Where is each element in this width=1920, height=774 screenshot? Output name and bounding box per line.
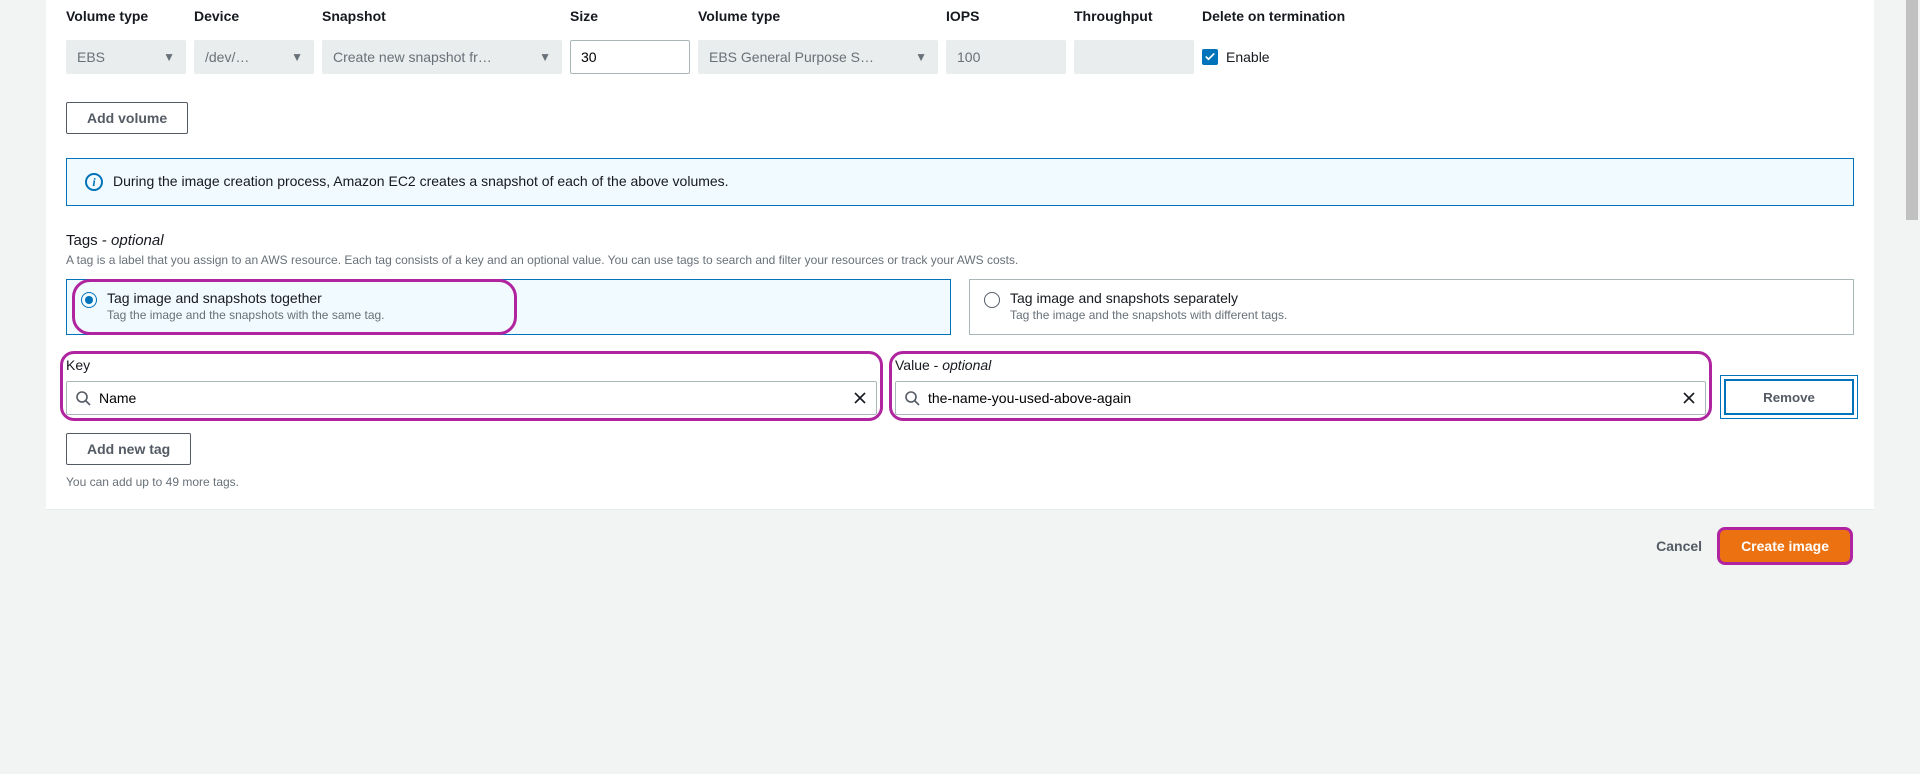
info-icon: i <box>85 173 103 191</box>
remove-button-wrap: Remove <box>1724 379 1854 415</box>
radio-tag-together[interactable]: Tag image and snapshots together Tag the… <box>66 279 951 335</box>
tag-key-group: Key <box>66 357 877 415</box>
throughput-value <box>1074 40 1194 74</box>
chevron-down-icon: ▼ <box>539 50 551 64</box>
col-size: Size <box>570 8 690 24</box>
scrollbar-thumb[interactable] <box>1906 0 1918 220</box>
col-snapshot: Snapshot <box>322 8 562 24</box>
radio-separately-label: Tag image and snapshots separately <box>1010 290 1287 306</box>
tag-key-input[interactable] <box>66 381 877 415</box>
clear-icon[interactable] <box>852 390 868 406</box>
tags-help: A tag is a label that you assign to an A… <box>66 253 1854 267</box>
col-throughput: Throughput <box>1074 8 1194 24</box>
checkbox-checked-icon <box>1202 49 1218 65</box>
tag-value-input[interactable] <box>895 381 1706 415</box>
tags-heading: Tags - optional <box>66 232 1854 249</box>
tag-value-field[interactable] <box>928 390 1673 406</box>
chevron-down-icon: ▼ <box>915 50 927 64</box>
col-device: Device <box>194 8 314 24</box>
radio-tag-separately[interactable]: Tag image and snapshots separately Tag t… <box>969 279 1854 335</box>
clear-icon[interactable] <box>1681 390 1697 406</box>
radio-separately-sub: Tag the image and the snapshots with dif… <box>1010 308 1287 322</box>
search-icon <box>75 390 91 406</box>
iops-value: 100 <box>946 40 1066 74</box>
radio-unselected-icon <box>984 292 1000 308</box>
add-new-tag-button[interactable]: Add new tag <box>66 433 191 465</box>
value-label: Value - optional <box>895 357 1706 373</box>
info-text: During the image creation process, Amazo… <box>113 173 729 189</box>
snapshot-select[interactable]: Create new snapshot fr… ▼ <box>322 40 562 74</box>
key-label: Key <box>66 357 877 373</box>
radio-selected-icon <box>81 292 97 308</box>
ebs-type-select[interactable]: EBS General Purpose S… ▼ <box>698 40 938 74</box>
snapshot-value: Create new snapshot fr… <box>333 49 492 65</box>
tag-key-field[interactable] <box>99 390 844 406</box>
chevron-down-icon: ▼ <box>291 50 303 64</box>
volume-type-select[interactable]: EBS ▼ <box>66 40 186 74</box>
tag-value-group: Value - optional <box>895 357 1706 415</box>
delete-on-termination[interactable]: Enable <box>1202 49 1854 65</box>
delete-label: Enable <box>1226 49 1270 65</box>
radio-together-sub: Tag the image and the snapshots with the… <box>107 308 385 322</box>
col-delete: Delete on termination <box>1202 8 1854 24</box>
scrollbar[interactable] <box>1904 0 1920 774</box>
device-select[interactable]: /dev/… ▼ <box>194 40 314 74</box>
footer: Cancel Create image <box>46 509 1874 590</box>
col-iops: IOPS <box>946 8 1066 24</box>
create-image-button[interactable]: Create image <box>1720 530 1850 562</box>
col-volume-type-1: Volume type <box>66 8 186 24</box>
volume-row: EBS ▼ /dev/… ▼ Create new snapshot fr… ▼… <box>66 40 1854 102</box>
tag-limit-text: You can add up to 49 more tags. <box>66 475 1854 489</box>
info-banner: i During the image creation process, Ama… <box>66 158 1854 206</box>
search-icon <box>904 390 920 406</box>
chevron-down-icon: ▼ <box>163 50 175 64</box>
volumes-header-row: Volume type Device Snapshot Size Volume … <box>66 0 1854 40</box>
device-value: /dev/… <box>205 49 249 65</box>
cancel-button[interactable]: Cancel <box>1656 538 1702 554</box>
add-volume-button[interactable]: Add volume <box>66 102 188 134</box>
remove-tag-button[interactable]: Remove <box>1724 379 1854 415</box>
col-volume-type-2: Volume type <box>698 8 938 24</box>
size-input[interactable] <box>570 40 690 74</box>
radio-together-label: Tag image and snapshots together <box>107 290 385 306</box>
volume-type-value: EBS <box>77 49 105 65</box>
ebs-type-value: EBS General Purpose S… <box>709 49 874 65</box>
